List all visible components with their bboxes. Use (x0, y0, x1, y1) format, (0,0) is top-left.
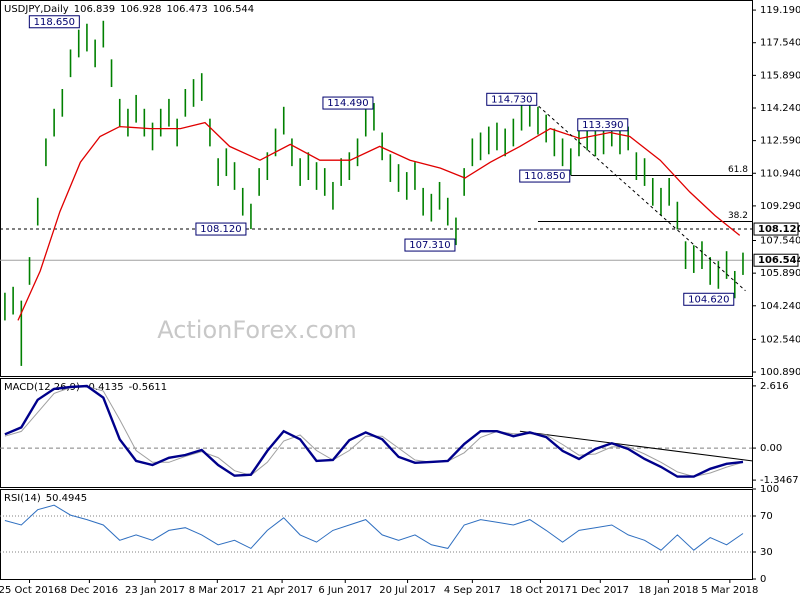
fib-label: 38.2 (728, 211, 748, 221)
y-tick-label: 102.540 (760, 334, 800, 345)
readout-value: 50.4945 (46, 493, 87, 504)
x-tick-label: 18 Oct 2017 (510, 585, 572, 596)
panel-title: USDJPY,Daily 106.839 106.928 106.473 106.544 (4, 4, 254, 15)
y-tick-label: 117.540 (760, 38, 800, 49)
annotation-label: 107.310 (409, 240, 450, 251)
readout-value: 106.544 (213, 4, 254, 15)
x-tick-label: 6 Jun 2017 (318, 585, 372, 596)
series-line (4, 504, 744, 551)
x-tick-label: 5 Mar 2018 (701, 585, 758, 596)
y-tick-label: 104.240 (760, 301, 800, 312)
readout-value: 106.839 (74, 4, 115, 15)
annotation-box (322, 96, 374, 110)
annotation-label: 118.650 (34, 17, 75, 28)
fib-label: 61.8 (728, 165, 748, 175)
title: USDJPY,Daily (4, 4, 69, 15)
readout-value: -0.5611 (129, 382, 168, 393)
y-tick-label: 114.240 (760, 103, 800, 114)
x-tick-label: 23 Jan 2017 (125, 585, 185, 596)
annotation-label: 104.620 (688, 294, 729, 305)
readout-value: 106.928 (120, 4, 161, 15)
level-label: 108.120 (758, 224, 800, 235)
panel-title: MACD(12,26,9) -0.4135 -0.5611 (4, 382, 167, 393)
y-tick-label: 30 (760, 547, 773, 558)
title: RSI(14) (4, 493, 41, 504)
panel-title: RSI(14) 50.4945 (4, 493, 87, 504)
annotation-box (28, 15, 80, 29)
series-line (4, 384, 744, 478)
y-tick-label: -1.3467 (760, 475, 799, 486)
series-line (17, 121, 741, 321)
y-tick-label: 105.890 (760, 268, 800, 279)
annotation-box (519, 169, 571, 183)
annotation-box (577, 118, 629, 132)
readout-value: 106.473 (166, 4, 207, 15)
title: MACD(12,26,9) (4, 382, 80, 393)
y-tick-label: 0.00 (760, 443, 782, 454)
watermark: ActionForex.com (157, 316, 357, 344)
level-label-box (753, 222, 799, 236)
annotation-box (195, 222, 247, 236)
annotation-box (486, 92, 538, 106)
x-tick-label: 8 Dec 2016 (61, 585, 119, 596)
panel-frame (0, 0, 753, 377)
x-tick-label: 18 Jan 2018 (638, 585, 698, 596)
level-label-box (753, 253, 799, 267)
y-tick-label: 112.590 (760, 136, 800, 147)
readout-value: -0.4135 (85, 382, 124, 393)
y-tick-label: 109.290 (760, 201, 800, 212)
annotation-label: 113.390 (582, 120, 623, 131)
panel-frame (0, 489, 753, 580)
annotation-label: 110.850 (524, 171, 565, 182)
annotation-box (683, 292, 735, 306)
x-tick-label: 21 Apr 2017 (251, 585, 313, 596)
x-tick-label: 25 Oct 2016 (0, 585, 60, 596)
y-tick-label: 70 (760, 511, 773, 522)
panel-frame (0, 378, 753, 488)
annotation-label: 114.730 (491, 94, 532, 105)
annotation-label: 108.120 (200, 224, 241, 235)
level-label: 106.544 (758, 255, 800, 266)
y-tick-label: 115.890 (760, 70, 800, 81)
y-tick-label: 2.616 (760, 381, 789, 392)
y-tick-label: 0 (760, 574, 766, 585)
x-tick-label: 20 Jul 2017 (379, 585, 436, 596)
x-tick-label: 4 Sep 2017 (444, 585, 501, 596)
annotation-box (404, 238, 456, 252)
x-tick-label: 8 Mar 2017 (189, 585, 246, 596)
y-tick-label: 100 (760, 484, 779, 495)
trendline (529, 97, 746, 292)
y-tick-label: 107.540 (760, 236, 800, 247)
y-tick-label: 110.940 (760, 168, 800, 179)
trendline (519, 430, 753, 462)
annotation-label: 114.490 (327, 98, 368, 109)
y-tick-label: 119.190 (760, 5, 800, 16)
x-tick-label: 1 Dec 2017 (572, 585, 630, 596)
y-tick-label: 100.890 (760, 367, 800, 378)
